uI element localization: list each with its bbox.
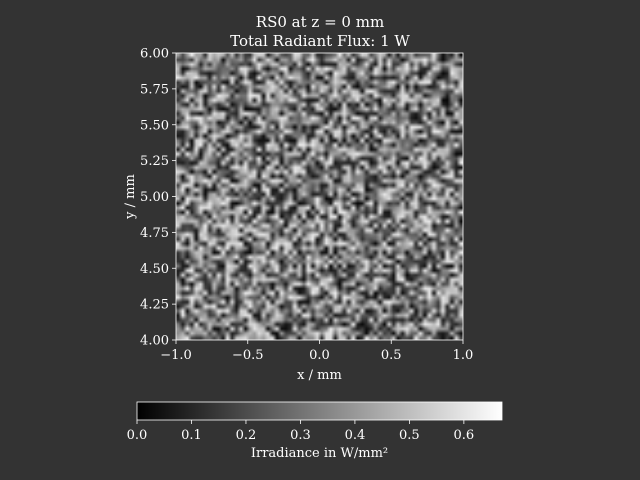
y-tick-label: 6.00 xyxy=(140,47,169,62)
y-tick-label: 5.50 xyxy=(140,118,169,133)
y-tick-label: 4.50 xyxy=(140,262,169,277)
colorbar-tick-label: 0.6 xyxy=(454,428,475,443)
colorbar xyxy=(136,401,503,421)
colorbar-label: Irradiance in W/mm² xyxy=(251,446,388,461)
y-axis-label: y / mm xyxy=(123,174,138,220)
x-tick-label: 0.0 xyxy=(309,348,330,363)
chart-title: RS0 at z = 0 mm xyxy=(256,13,384,31)
y-axis: 4.00 4.25 4.50 4.75 5.00 5.25 5.50 5.75 6.00 xyxy=(140,47,176,349)
colorbar-tick-label: 0.2 xyxy=(236,428,257,443)
colorbar-ticks: 0.0 0.1 0.2 0.3 0.4 0.5 0.6 xyxy=(127,420,475,443)
colorbar-tick-label: 0.3 xyxy=(290,428,311,443)
colorbar-tick-label: 0.1 xyxy=(181,428,202,443)
x-tick-label: 0.5 xyxy=(381,348,402,363)
x-tick-label: 1.0 xyxy=(453,348,474,363)
y-tick-label: 4.25 xyxy=(140,298,169,313)
y-tick-label: 5.25 xyxy=(140,154,169,169)
x-axis: −1.0 −0.5 0.0 0.5 1.0 xyxy=(160,340,473,363)
y-tick-label: 4.75 xyxy=(140,226,169,241)
heatmap-image xyxy=(176,53,463,340)
irradiance-heatmap xyxy=(176,53,463,340)
y-tick-label: 5.75 xyxy=(140,82,169,97)
chart-subtitle: Total Radiant Flux: 1 W xyxy=(230,32,410,50)
x-tick-label: −1.0 xyxy=(160,348,192,363)
colorbar-tick-label: 0.0 xyxy=(127,428,148,443)
y-tick-label: 5.00 xyxy=(140,190,169,205)
colorbar-tick-label: 0.5 xyxy=(399,428,420,443)
x-axis-label: x / mm xyxy=(297,368,342,383)
colorbar-tick-label: 0.4 xyxy=(345,428,366,443)
y-tick-label: 4.00 xyxy=(140,334,169,349)
x-tick-label: −0.5 xyxy=(232,348,264,363)
